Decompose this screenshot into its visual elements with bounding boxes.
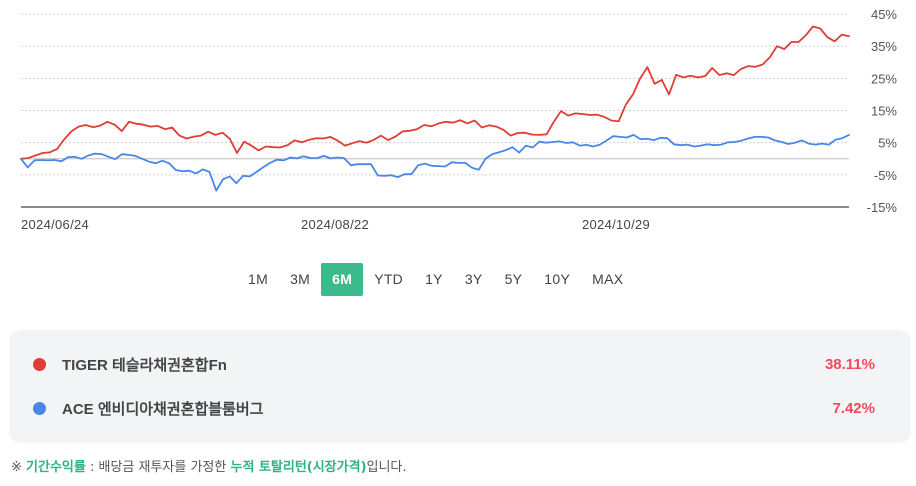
fund-return: 38.11% bbox=[824, 355, 875, 373]
footnote-suffix: 입니다. bbox=[366, 460, 407, 475]
summary-row-tiger: TIGER 테슬라채권혼합Fn 38.11% bbox=[33, 352, 875, 376]
x-axis-labels: 2024/06/24 2024/08/22 2024/10/29 bbox=[21, 217, 650, 232]
footnote-text: : 배당금 재투자를 가정한 bbox=[85, 460, 231, 475]
return-summary: TIGER 테슬라채권혼합Fn 38.11% ACE 엔비디아채권혼합블룸버그 … bbox=[9, 330, 911, 443]
range-1y[interactable]: 1Y bbox=[425, 271, 443, 287]
range-ytd[interactable]: YTD bbox=[374, 271, 404, 287]
y-tick-label: 25% bbox=[871, 71, 897, 86]
fund-name: TIGER 테슬라채권혼합Fn bbox=[62, 356, 227, 374]
fund-return: 7.42% bbox=[832, 399, 875, 417]
y-axis-labels: 45% 35% 25% 15% 5% -5% -15% bbox=[867, 7, 898, 215]
footnote-highlight: 누적 토탈리턴(시장가격) bbox=[230, 460, 367, 475]
chart-grid bbox=[21, 13, 849, 208]
range-5y[interactable]: 5Y bbox=[504, 271, 523, 287]
y-tick-label: 5% bbox=[878, 136, 897, 151]
x-tick-label: 2024/08/22 bbox=[301, 217, 369, 232]
range-10y[interactable]: 10Y bbox=[544, 271, 571, 287]
chart-series bbox=[20, 25, 850, 192]
range-3m[interactable]: 3M bbox=[290, 271, 311, 287]
range-max[interactable]: MAX bbox=[592, 271, 624, 287]
range-3y[interactable]: 3Y bbox=[464, 271, 483, 287]
y-tick-label: 45% bbox=[871, 7, 897, 22]
y-tick-label: -5% bbox=[874, 168, 898, 183]
y-tick-label: -15% bbox=[867, 200, 898, 215]
footnote-mark: ※ bbox=[11, 460, 27, 475]
x-tick-label: 2024/10/29 bbox=[582, 217, 650, 232]
fund-name: ACE 엔비디아채권혼합블룸버그 bbox=[62, 400, 264, 418]
footnote-term: 기간수익률 bbox=[26, 460, 86, 475]
range-selector: 1M 3M 6M YTD 1Y 3Y 5Y 10Y MAX bbox=[237, 263, 634, 296]
range-6m[interactable]: 6M bbox=[321, 263, 364, 296]
series-color-dot bbox=[33, 357, 46, 371]
series-line-0 bbox=[20, 25, 850, 160]
performance-chart: 45% 35% 25% 15% 5% -5% -15% 2024/06/24 2024/08/… bbox=[20, 7, 898, 232]
y-tick-label: 15% bbox=[871, 104, 897, 119]
footnote: ※ 기간수익률 : 배당금 재투자를 가정한 누적 토탈리턴(시장가격)입니다. bbox=[11, 456, 407, 475]
y-tick-label: 35% bbox=[871, 39, 897, 54]
x-tick-label: 2024/06/24 bbox=[21, 217, 89, 232]
range-1m[interactable]: 1M bbox=[248, 271, 269, 287]
series-color-dot bbox=[33, 401, 46, 415]
summary-row-ace: ACE 엔비디아채권혼합블룸버그 7.42% bbox=[33, 396, 875, 420]
series-line-1 bbox=[20, 133, 850, 192]
